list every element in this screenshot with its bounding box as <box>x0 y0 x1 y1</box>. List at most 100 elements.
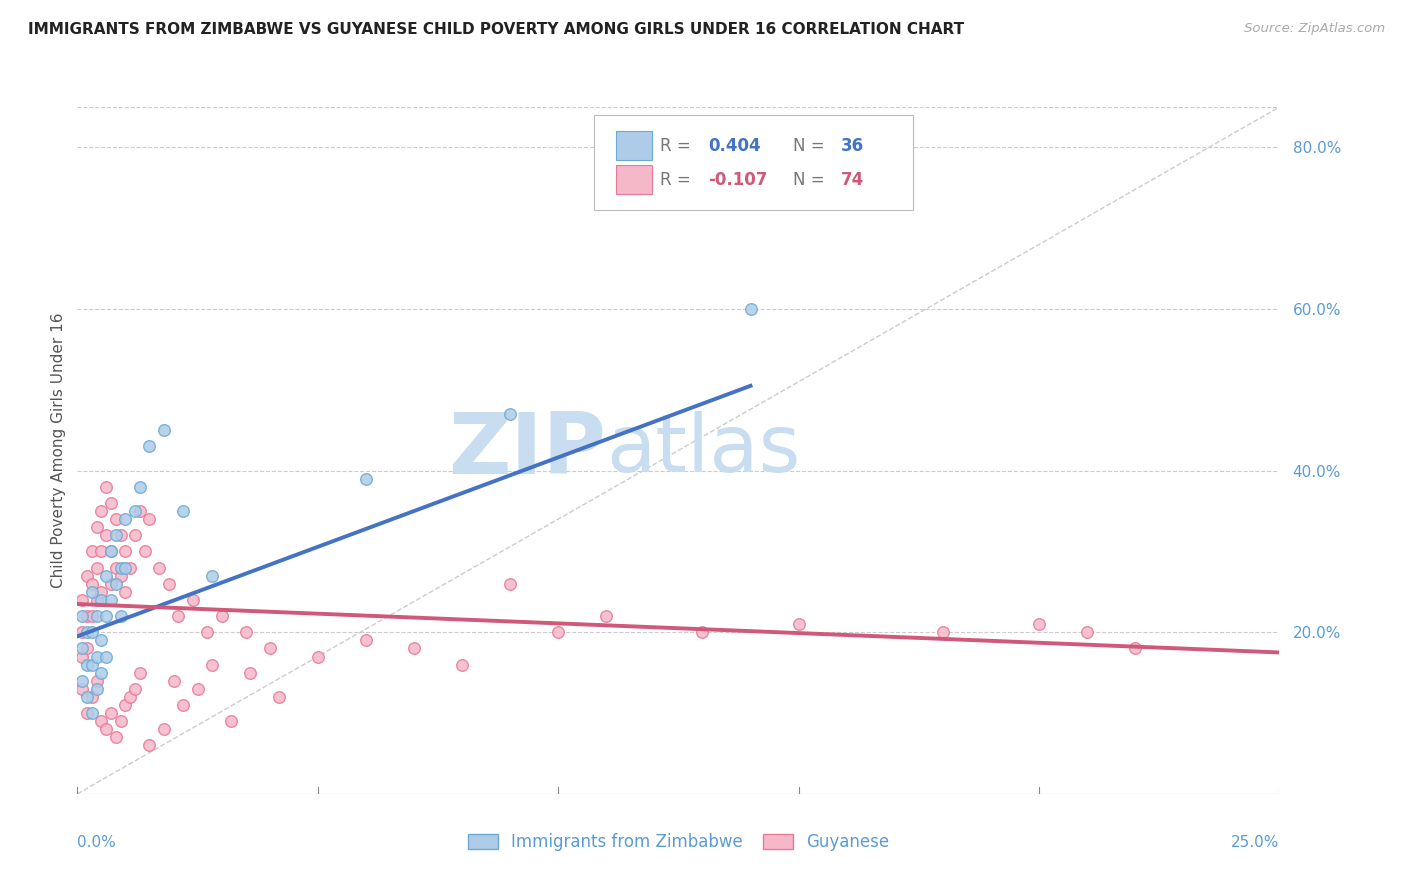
Text: 0.0%: 0.0% <box>77 836 117 850</box>
Point <box>1028 617 1050 632</box>
Point <box>86 649 108 664</box>
Point <box>86 593 108 607</box>
Point <box>100 544 122 558</box>
Point <box>181 593 204 607</box>
Point <box>76 641 98 656</box>
Point <box>195 625 218 640</box>
Point <box>114 698 136 712</box>
Point <box>86 520 108 534</box>
Point <box>499 576 522 591</box>
Point <box>134 544 156 558</box>
Point <box>90 633 112 648</box>
Point <box>86 681 108 696</box>
Point <box>402 641 425 656</box>
Text: -0.107: -0.107 <box>709 171 768 189</box>
Point <box>239 665 262 680</box>
Point <box>124 681 146 696</box>
Text: 25.0%: 25.0% <box>1232 836 1279 850</box>
Point <box>80 609 103 624</box>
Point <box>90 544 112 558</box>
Text: Source: ZipAtlas.com: Source: ZipAtlas.com <box>1244 22 1385 36</box>
Point <box>86 673 108 688</box>
Point <box>307 649 329 664</box>
Point <box>70 593 93 607</box>
Point <box>114 585 136 599</box>
Point <box>80 657 103 672</box>
Point <box>110 714 132 728</box>
Point <box>104 560 127 574</box>
Point <box>70 681 93 696</box>
Point <box>153 723 176 737</box>
Point <box>451 657 474 672</box>
Point <box>80 690 103 704</box>
Point <box>80 576 103 591</box>
FancyBboxPatch shape <box>616 131 652 160</box>
Point <box>90 665 112 680</box>
Text: ZIP: ZIP <box>449 409 606 492</box>
Point <box>76 657 98 672</box>
Point <box>96 723 118 737</box>
Point <box>110 560 132 574</box>
Point <box>595 609 617 624</box>
Point <box>932 625 955 640</box>
Point <box>70 625 93 640</box>
Point <box>547 625 569 640</box>
Point <box>787 617 810 632</box>
Point <box>96 568 118 582</box>
Point <box>70 641 93 656</box>
Point <box>172 504 194 518</box>
Point <box>80 585 103 599</box>
Point <box>211 609 233 624</box>
Point <box>76 568 98 582</box>
Point <box>138 739 160 753</box>
Text: atlas: atlas <box>606 411 800 490</box>
Point <box>104 731 127 745</box>
Text: 0.404: 0.404 <box>709 136 761 154</box>
Point <box>86 560 108 574</box>
Point <box>148 560 170 574</box>
Point <box>110 609 132 624</box>
Point <box>76 706 98 720</box>
Point <box>86 609 108 624</box>
Point <box>124 528 146 542</box>
Point <box>76 625 98 640</box>
Point <box>70 609 93 624</box>
Point <box>128 504 150 518</box>
Point <box>96 649 118 664</box>
Point <box>269 690 291 704</box>
Point <box>114 544 136 558</box>
Point <box>110 528 132 542</box>
Point <box>162 673 184 688</box>
Point <box>100 544 122 558</box>
Point <box>100 593 122 607</box>
FancyBboxPatch shape <box>595 115 912 211</box>
Point <box>90 593 112 607</box>
Point <box>354 472 377 486</box>
Text: R =: R = <box>661 171 696 189</box>
Point <box>740 301 762 316</box>
Point <box>96 480 118 494</box>
Point <box>104 576 127 591</box>
Point <box>186 681 209 696</box>
Point <box>70 673 93 688</box>
Point <box>167 609 190 624</box>
Text: IMMIGRANTS FROM ZIMBABWE VS GUYANESE CHILD POVERTY AMONG GIRLS UNDER 16 CORRELAT: IMMIGRANTS FROM ZIMBABWE VS GUYANESE CHI… <box>28 22 965 37</box>
Point <box>201 568 224 582</box>
Point <box>138 439 160 453</box>
Point <box>120 560 142 574</box>
Point <box>100 576 122 591</box>
Point <box>110 568 132 582</box>
Point <box>235 625 257 640</box>
Point <box>104 512 127 526</box>
Text: N =: N = <box>793 171 830 189</box>
Y-axis label: Child Poverty Among Girls Under 16: Child Poverty Among Girls Under 16 <box>51 313 66 588</box>
Point <box>157 576 180 591</box>
Point <box>80 706 103 720</box>
Point <box>138 512 160 526</box>
Point <box>128 665 150 680</box>
Point <box>70 649 93 664</box>
Point <box>100 706 122 720</box>
Point <box>128 480 150 494</box>
Text: 36: 36 <box>841 136 863 154</box>
Point <box>354 633 377 648</box>
